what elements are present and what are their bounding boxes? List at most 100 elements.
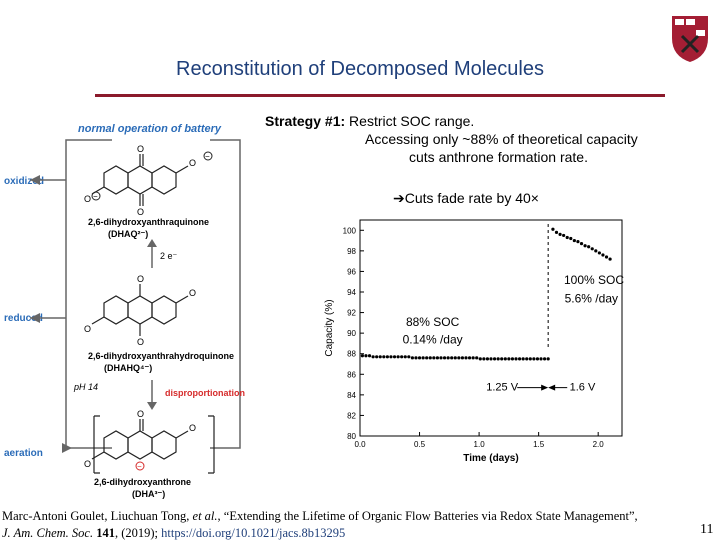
data-point [364,354,368,358]
citation-authors: Marc-Antoni Goulet, Liuchuan Tong, [2,509,193,523]
arrow-aeration-icon [62,443,72,453]
data-point [510,357,515,361]
data-point [565,235,569,240]
data-point [464,356,468,360]
svg-text:O: O [137,274,144,284]
annotation-low-rate: 0.14% /day [403,332,463,346]
data-point [389,355,393,359]
y-tick-label: 90 [347,329,356,338]
data-point [425,356,429,360]
svg-text:O: O [137,337,144,347]
y-axis: 80 82 84 86 88 90 92 94 96 98 100 [343,226,364,441]
data-point [546,357,550,361]
x-tick-label: 2.0 [593,440,605,449]
y-tick-label: 86 [347,370,356,379]
data-point [421,356,425,360]
arrow-reduced-icon [30,313,40,323]
data-point [525,357,529,361]
data-point [489,357,493,361]
x-tick-label: 0.5 [414,440,426,449]
x-axis-label: Time (days) [463,453,518,464]
citation-link[interactable]: https://doi.org/10.1021/jacs.8b13295 [161,526,346,540]
strategy-line3: cuts anthrone formation rate. [409,149,588,165]
svg-text:O: O [137,207,144,217]
data-point [403,355,407,359]
strategy-line1: Restrict SOC range. [345,113,475,129]
data-point [597,251,601,255]
x-tick-label: 0.0 [354,440,366,449]
molecule-3-name: 2,6-dihydroxyanthrone [94,477,191,487]
data-point [590,247,594,251]
disproportionation-label: disproportionation [165,388,245,398]
label-reduced: reduced [4,313,43,324]
data-point [535,357,540,361]
data-point [439,356,443,360]
data-point [471,356,475,360]
label-aeration: aeration [4,448,43,459]
data-point [450,356,454,360]
y-tick-label: 98 [347,247,356,256]
arrow-oxidized-icon [30,175,40,185]
annotation-high-soc: 100% SOC [564,273,624,287]
svg-text:O: O [84,459,91,469]
data-point [569,236,573,241]
y-tick-label: 80 [347,432,356,441]
y-tick-label: 96 [347,267,356,276]
data-point [514,357,518,361]
molecule-dha [91,415,215,474]
data-point [428,356,432,360]
data-point [432,356,436,360]
data-point [507,357,511,361]
svg-text:O: O [189,158,196,168]
data-point [407,355,411,359]
svg-text:O: O [84,194,91,204]
citation-etal: et al. [192,509,218,523]
data-point [378,355,382,359]
data-point [558,232,562,236]
data-point [400,355,404,359]
x-axis: 0.0 0.5 1.0 1.5 2.0 [354,432,604,449]
y-tick-label: 94 [347,288,356,297]
data-point [360,354,364,358]
svg-text:O: O [189,423,196,433]
x-tick-label: 1.0 [474,440,486,449]
voltage-arrows [517,384,568,391]
data-point [554,230,559,234]
svg-text:−: − [93,192,98,201]
citation-journal: J. Am. Chem. Soc. [2,526,94,540]
data-point [576,240,580,244]
y-tick-label: 88 [347,350,356,359]
university-shield-logo [672,16,708,62]
molecule-1-name: 2,6-dihydroxyanthraquinone [88,217,209,227]
y-tick-label: 100 [343,226,357,235]
data-point [500,357,504,361]
data-point [572,238,576,243]
arrowhead-icon [548,384,556,391]
reduction-step-label: 2 e⁻ [160,251,178,261]
page-number: 11 [700,522,714,537]
data-point [517,357,522,361]
molecule-2-abbr: (DHAHQ⁴⁻) [104,363,152,373]
data-point [442,356,447,360]
data-point [371,355,375,359]
data-point [579,242,584,246]
data-point [583,244,587,248]
data-point [457,356,461,360]
y-axis-label: Capacity (%) [324,299,335,356]
data-point [396,355,400,359]
data-points [360,227,612,361]
svg-text:−: − [205,152,210,161]
ph-label: pH 14 [73,382,98,392]
diagram-header: normal operation of battery [78,123,222,135]
arrowhead-icon [541,384,549,391]
anthraquinone-redox-diagram: normal operation of battery oxidized red… [4,123,245,499]
data-point [539,357,543,361]
title-underline [95,94,665,97]
annotation-voltage-low: 1.25 V [486,382,518,394]
svg-text:−: − [137,462,142,471]
svg-text:O: O [84,324,91,334]
cycle-lines [30,139,241,449]
data-point [460,356,465,360]
data-point [608,257,612,261]
data-point [521,357,525,361]
